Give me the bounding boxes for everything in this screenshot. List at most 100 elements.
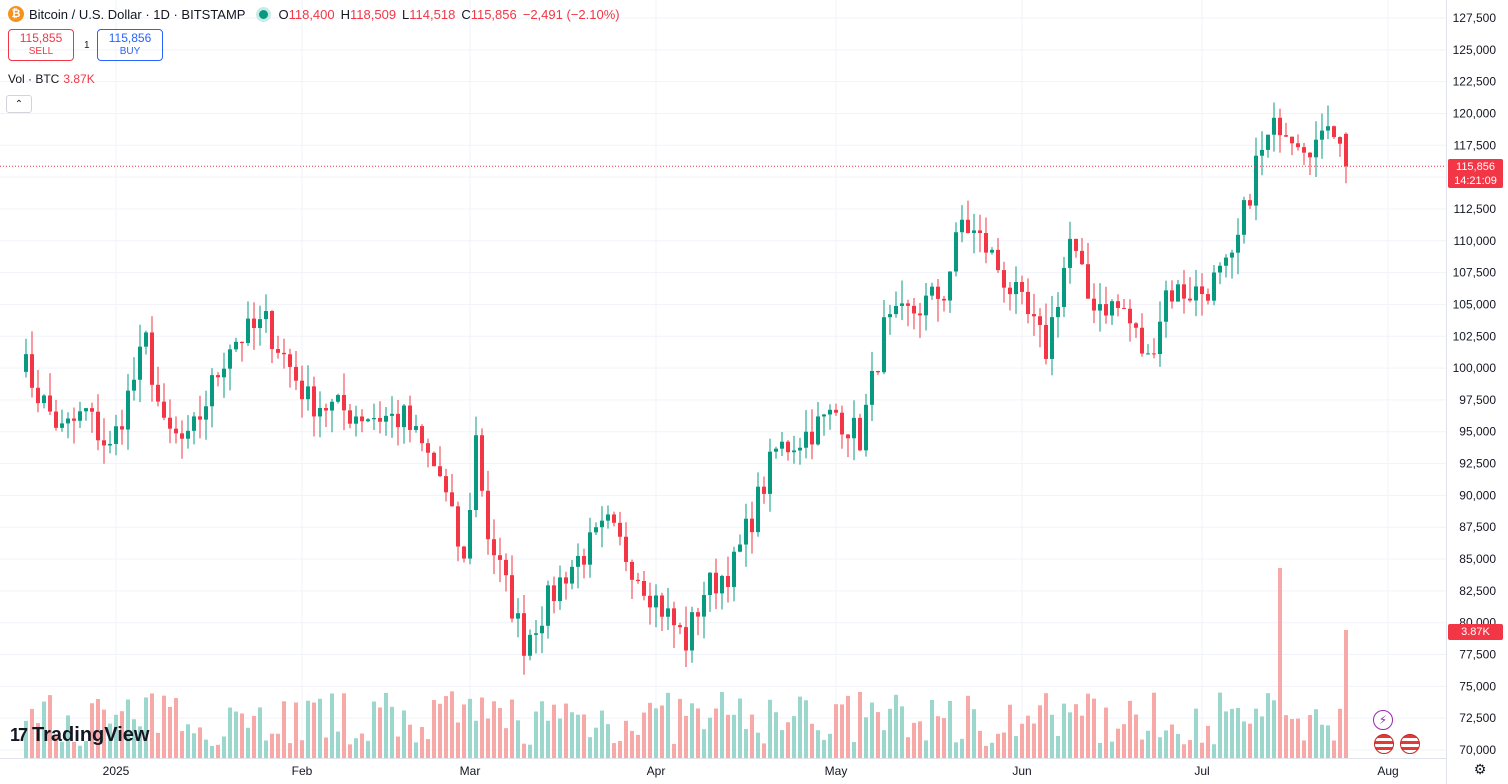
us-flag-event-icon[interactable] — [1374, 734, 1394, 754]
candle-body — [102, 440, 106, 446]
candle-body — [150, 332, 154, 385]
candle-body — [132, 379, 136, 391]
candle-body — [786, 441, 790, 453]
tradingview-logo[interactable]: 17 TradingView — [10, 724, 149, 747]
candle-body — [504, 559, 508, 576]
candle-body — [114, 426, 118, 444]
symbol-legend[interactable]: ₿ Bitcoin / U.S. Dollar · 1D · BITSTAMP … — [8, 5, 620, 23]
volume-bar — [684, 715, 688, 758]
candle-body — [372, 417, 376, 420]
volume-bar — [420, 727, 424, 758]
candle-body — [324, 408, 328, 411]
us-flag-event-icon[interactable] — [1400, 734, 1420, 754]
volume-legend[interactable]: Vol · BTC 3.87K — [8, 72, 95, 86]
volume-bar — [570, 712, 574, 758]
candle-body — [984, 233, 988, 253]
candle-body — [816, 416, 820, 445]
candle-body — [924, 295, 928, 316]
volume-bar — [276, 733, 280, 758]
candle-body — [90, 408, 94, 412]
candle-body — [570, 566, 574, 584]
candle-body — [648, 595, 652, 608]
volume-bar — [1032, 723, 1036, 758]
volume-bar — [168, 706, 172, 758]
candle-body — [1326, 126, 1330, 131]
candle-body — [1074, 238, 1078, 251]
candle-body — [1320, 130, 1324, 140]
candle-body — [1014, 282, 1018, 295]
volume-bar — [1140, 739, 1144, 758]
price-tick-label: 125,000 — [1453, 43, 1497, 57]
candle-body — [1176, 284, 1180, 302]
candle-body — [516, 613, 520, 619]
volume-bar — [90, 703, 94, 758]
volume-bar — [1314, 709, 1318, 758]
candle-body — [678, 625, 682, 628]
candle-body — [762, 486, 766, 494]
volume-bar — [702, 729, 706, 758]
collapse-legend-button[interactable]: ⌃ — [6, 95, 32, 113]
time-tick-label: 2025 — [103, 764, 130, 778]
volume-bar — [870, 702, 874, 758]
candle-body — [522, 613, 526, 656]
volume-bar — [396, 736, 400, 758]
volume-bar — [990, 742, 994, 758]
candle-body — [306, 386, 310, 400]
candle-body — [120, 426, 124, 430]
volume-bar — [144, 697, 148, 758]
candle-body — [210, 375, 214, 407]
lightning-event-icon[interactable]: ⚡ — [1373, 710, 1393, 730]
volume-bar — [96, 698, 100, 758]
volume-bar — [210, 745, 214, 758]
candle-body — [258, 319, 262, 328]
volume-bar — [288, 743, 292, 758]
candle-body — [126, 390, 130, 430]
candle-body — [630, 561, 634, 580]
volume-bar — [972, 709, 976, 758]
volume-bar — [588, 737, 592, 758]
candle-body — [1104, 304, 1108, 316]
volume-bar — [660, 705, 664, 758]
candle-body — [1188, 298, 1192, 301]
volume-bar — [270, 733, 274, 758]
volume-bar — [1338, 708, 1342, 758]
volume-bar — [864, 717, 868, 758]
candle-body — [330, 401, 334, 411]
candle-body — [792, 450, 796, 453]
symbol-title[interactable]: Bitcoin / U.S. Dollar · 1D · BITSTAMP — [29, 6, 246, 22]
volume-bar — [132, 719, 136, 758]
volume-bar — [948, 700, 952, 758]
gear-icon[interactable]: ⚙ — [1473, 761, 1487, 777]
candle-body — [642, 581, 646, 596]
candle-body — [474, 435, 478, 510]
candle-body — [1308, 152, 1312, 158]
price-tick-label: 92,500 — [1459, 457, 1496, 471]
volume-bar — [738, 698, 742, 758]
volume-bar — [1188, 740, 1192, 758]
price-tick-label: 112,500 — [1454, 202, 1497, 216]
volume-bar — [1200, 742, 1204, 758]
volume-bar — [666, 692, 670, 758]
price-tick-label: 72,500 — [1459, 711, 1496, 725]
tradingview-wordmark: TradingView — [32, 724, 150, 746]
candle-body — [1152, 353, 1156, 355]
volume-bar — [744, 729, 748, 758]
volume-bar — [924, 740, 928, 758]
volume-bar — [672, 743, 676, 758]
candle-body — [144, 332, 148, 347]
volume-bar — [228, 707, 232, 758]
volume-bar — [246, 727, 250, 758]
candle-body — [510, 575, 514, 619]
close-value: 115,856 — [470, 6, 517, 22]
volume-bar — [1014, 736, 1018, 758]
volume-bar — [852, 742, 856, 758]
candle-body — [396, 413, 400, 428]
buy-button[interactable]: 115,856 BUY — [97, 29, 163, 61]
volume-bar — [462, 704, 466, 758]
candle-body — [162, 401, 166, 418]
sell-button[interactable]: 115,855 SELL — [8, 29, 74, 61]
candle-body — [486, 490, 490, 540]
volume-bar — [198, 727, 202, 758]
